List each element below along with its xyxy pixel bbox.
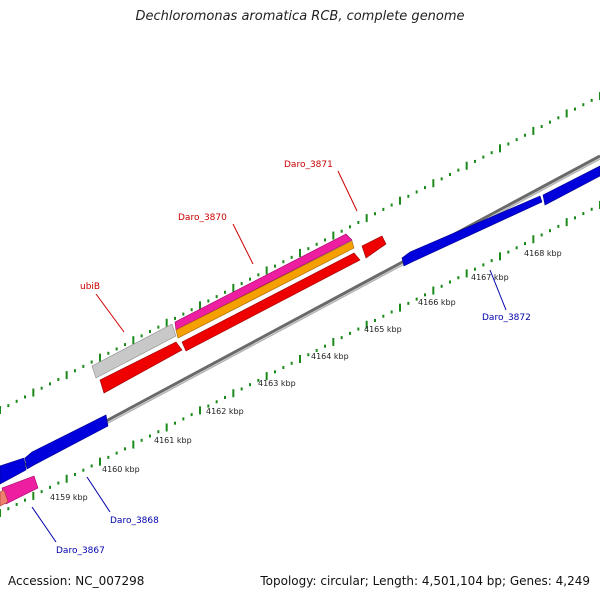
scale-tick-label: 4161 kbp xyxy=(154,436,192,445)
gene-daro-3872-feature[interactable] xyxy=(401,195,543,267)
genome-stats-text: Topology: circular; Length: 4,501,104 bp… xyxy=(260,574,590,588)
gene-daro-3871-feature[interactable] xyxy=(361,235,387,259)
gene-label-ubib[interactable]: ubiB xyxy=(80,282,100,292)
gene-label-leader-line xyxy=(489,269,507,311)
upper-tick-track xyxy=(0,92,600,414)
scale-tick-label: 4165 kbp xyxy=(364,325,402,334)
gene-daro-3868-feature[interactable] xyxy=(24,414,109,470)
gene-label-daro-3870[interactable]: Daro_3870 xyxy=(178,213,227,223)
gene-salmon-feature[interactable] xyxy=(0,489,9,507)
scale-tick-label: 4167 kbp xyxy=(471,273,509,282)
gene-daro-3870-feature[interactable] xyxy=(181,252,361,352)
scale-tick-label: 4164 kbp xyxy=(311,352,349,361)
gene-daro-3870-rna-feature[interactable] xyxy=(174,233,353,331)
scale-tick-label: 4166 kbp xyxy=(418,298,456,307)
gene-label-leader-line xyxy=(86,476,111,513)
lower-tick-track xyxy=(0,201,600,517)
gene-reverse-cds-feature[interactable] xyxy=(542,165,600,206)
scale-tick-label: 4159 kbp xyxy=(50,493,88,502)
label-layer: 4159 kbp 4160 kbp 4161 kbp 4162 kbp 4163 kbp… xyxy=(31,160,562,556)
gene-label-daro-3872[interactable]: Daro_3872 xyxy=(482,313,531,323)
gene-label-leader-line xyxy=(95,293,125,333)
gene-label-daro-3868[interactable]: Daro_3868 xyxy=(110,516,159,526)
scale-tick-label: 4162 kbp xyxy=(206,407,244,416)
feature-track xyxy=(0,165,600,507)
gene-label-leader-line xyxy=(232,223,254,265)
gene-label-daro-3871[interactable]: Daro_3871 xyxy=(284,160,333,170)
gene-label-leader-line xyxy=(337,170,358,212)
gene-orange-feature[interactable] xyxy=(175,240,355,339)
gene-label-daro-3867[interactable]: Daro_3867 xyxy=(56,546,105,556)
gene-label-leader-line xyxy=(31,506,57,543)
map-title: Dechloromonas aromatica RCB, complete ge… xyxy=(135,9,465,24)
gene-reverse-left-feature[interactable] xyxy=(0,457,27,485)
gene-ubib-pseudo-feature[interactable] xyxy=(91,323,177,379)
gene-ubib-feature[interactable] xyxy=(99,341,183,394)
scale-tick-label: 4168 kbp xyxy=(524,249,562,258)
accession-text: Accession: NC_007298 xyxy=(8,574,145,588)
scale-tick-label: 4163 kbp xyxy=(258,379,296,388)
scale-tick-label: 4160 kbp xyxy=(102,465,140,474)
